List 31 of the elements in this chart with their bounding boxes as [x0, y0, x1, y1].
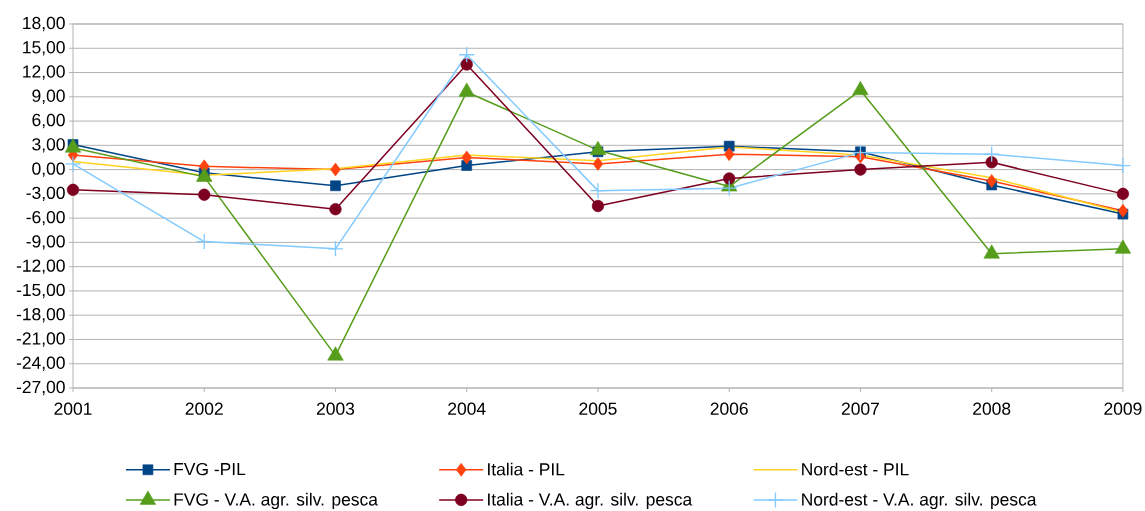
legend-label: Nord-est - V.A. agr. silv. pesca [802, 492, 1037, 510]
y-tick-label: 9,00 [32, 89, 65, 104]
x-tick-label: 2007 [841, 402, 879, 415]
y-tick-label: -3,00 [26, 186, 65, 202]
y-tick-label: 3,00 [32, 138, 65, 153]
y-tick-label: 12,00 [23, 65, 65, 80]
y-tick-label: -15,00 [16, 283, 65, 299]
x-tick-label: 2008 [973, 402, 1011, 415]
legend-label: Nord-est - PIL [802, 462, 909, 476]
y-tick-label: -27,00 [16, 380, 65, 396]
x-tick-label: 2006 [710, 402, 748, 415]
y-tick-label: -12,00 [16, 259, 65, 274]
x-tick-label: 2002 [185, 402, 223, 415]
y-tick-label: -18,00 [16, 308, 65, 323]
y-tick-label: 15,00 [23, 41, 65, 56]
legend-label: Italia - PIL [488, 462, 565, 476]
x-tick-label: 2009 [1104, 402, 1142, 415]
x-tick-label: 2005 [579, 402, 617, 415]
y-tick-label: 6,00 [32, 113, 65, 129]
x-tick-label: 2001 [54, 402, 92, 415]
x-tick-label: 2004 [448, 402, 486, 415]
y-tick-label: 18,00 [23, 16, 65, 32]
y-tick-label: 0,00 [32, 162, 65, 177]
y-tick-label: -6,00 [26, 210, 65, 226]
legend-label: Italia - V.A. agr. silv. pesca [488, 492, 693, 510]
legend-label: FVG - V.A. agr. silv. pesca [174, 492, 378, 510]
y-tick-label: -24,00 [16, 356, 65, 371]
x-tick-label: 2003 [316, 402, 355, 415]
y-tick-label: -9,00 [26, 235, 65, 250]
legend-label: FVG -PIL [174, 462, 246, 476]
y-tick-label: -21,00 [16, 332, 65, 347]
